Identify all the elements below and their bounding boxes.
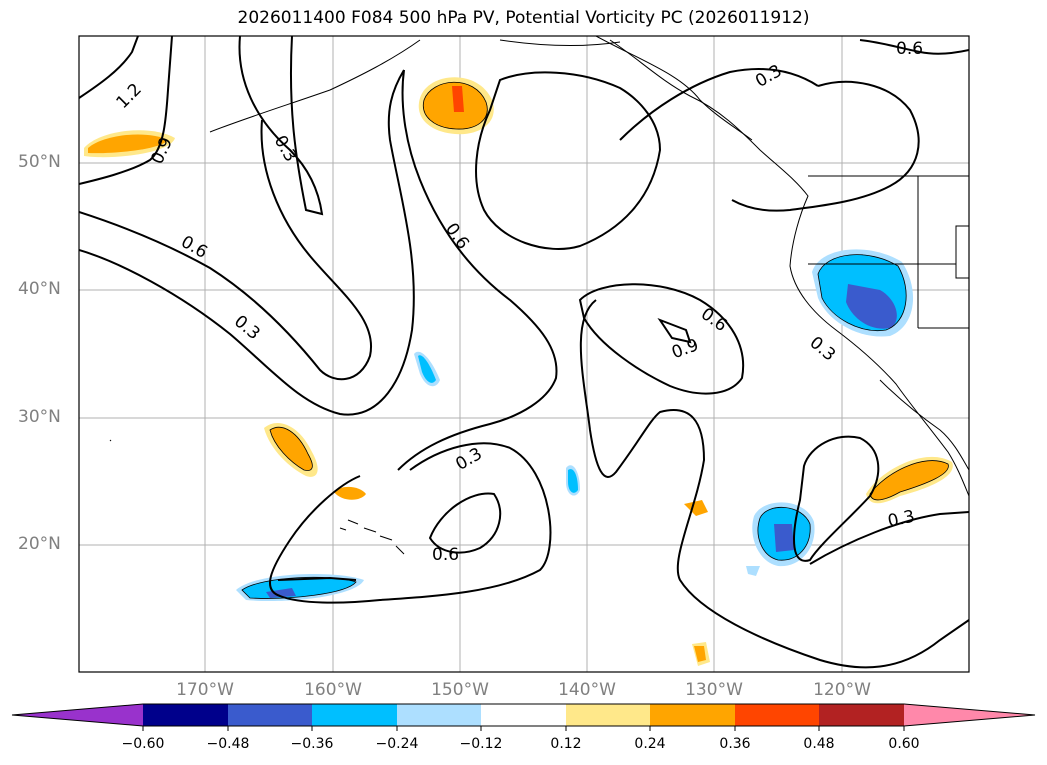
lat-label: 50°N [18, 152, 61, 172]
colorbar-extend-low [12, 704, 143, 726]
lon-label: 150°W [431, 680, 489, 700]
lon-label: 170°W [176, 680, 234, 700]
pv-contours [79, 36, 969, 669]
colorbar-tick-label: −0.60 [121, 736, 165, 752]
contour-label: 0.6 [432, 545, 459, 565]
lat-label: 30°N [18, 407, 61, 427]
colorbar-swatch [312, 704, 397, 726]
colorbar-tick-label: 0.36 [719, 736, 751, 752]
coastlines [109, 36, 969, 555]
lon-label: 160°W [304, 680, 362, 700]
pv-fill-negative [236, 249, 914, 602]
colorbar-tick-label: −0.36 [290, 736, 334, 752]
lat-label: 20°N [18, 534, 61, 554]
colorbar-swatch [819, 704, 904, 726]
gridlines [79, 36, 969, 672]
contour-label: 0.6 [697, 304, 731, 336]
pv-fill-positive [84, 77, 953, 666]
pv-fill-outlines [241, 81, 949, 599]
colorbar-swatch [566, 704, 650, 726]
lon-label: 120°W [813, 680, 871, 700]
contour-label: 0.3 [886, 507, 917, 532]
colorbar-tick-label: 0.12 [550, 736, 582, 752]
plot-frame [78, 35, 970, 673]
contour-label: 0.6 [896, 39, 923, 59]
colorbar-tick-label: 0.48 [803, 736, 835, 752]
colorbar-swatch [735, 704, 819, 726]
colorbar-swatch [397, 704, 481, 726]
map-title: 2026011400 F084 500 hPa PV, Potential Vo… [237, 8, 810, 28]
contour-label: 0.3 [806, 333, 840, 366]
contour-label: 0.6 [441, 220, 473, 254]
colorbar-tick-label: −0.24 [375, 736, 419, 752]
colorbar-extend-high [904, 704, 1035, 726]
colorbar-tick-label: 0.24 [634, 736, 666, 752]
lon-label: 140°W [558, 680, 616, 700]
colorbar-tick-label: −0.12 [459, 736, 503, 752]
contour-label: 0.6 [177, 232, 210, 263]
contour-label: 0.3 [752, 61, 785, 92]
colorbar-swatch [650, 704, 735, 726]
contour-label: 0.3 [452, 444, 485, 475]
colorbar-swatch [143, 704, 228, 726]
lon-label: 130°W [685, 680, 743, 700]
contour-label: 0.3 [270, 132, 301, 165]
colorbar-tick-label: 0.60 [888, 736, 920, 752]
contour-label: 1.2 [113, 80, 146, 113]
colorbar [11, 703, 1036, 731]
colorbar-swatch [228, 704, 312, 726]
lat-label: 40°N [18, 279, 61, 299]
colorbar-swatch [481, 704, 566, 726]
colorbar-tick-label: −0.48 [206, 736, 250, 752]
